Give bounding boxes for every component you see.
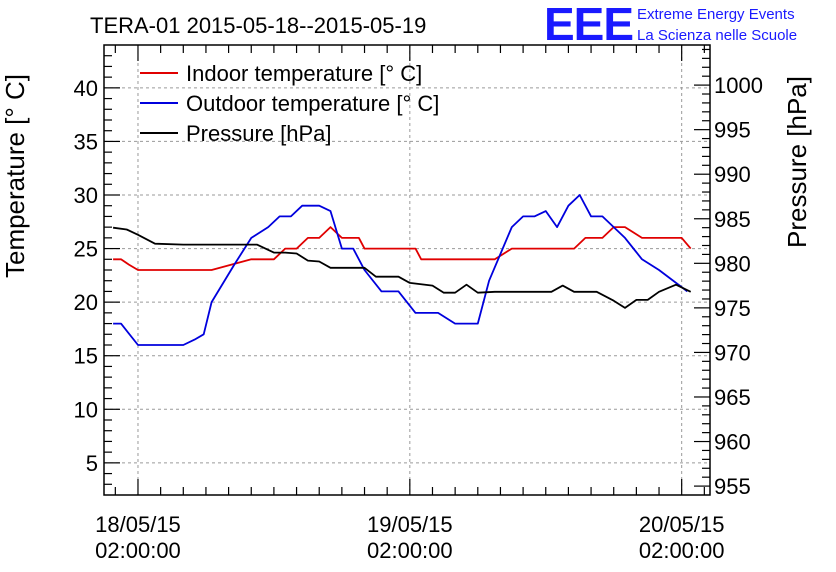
- x-tick-label-date: 20/05/15: [639, 512, 725, 537]
- outdoor-temperature-line: [113, 194, 688, 346]
- y2-tick-label: 1000: [714, 73, 763, 98]
- y-axis-title: Temperature [° C]: [0, 74, 30, 278]
- y2-tick-label: 965: [714, 385, 751, 410]
- brand-logo: EEE Extreme Energy Events La Scienza nel…: [544, 0, 797, 50]
- y2-tick-label: 995: [714, 118, 751, 143]
- legend: Indoor temperature [° C] Outdoor temperat…: [140, 61, 439, 146]
- y-tick-label: 10: [74, 397, 98, 422]
- y2-tick-label: 980: [714, 251, 751, 276]
- y2-tick-label: 990: [714, 162, 751, 187]
- y-tick-label: 20: [74, 290, 98, 315]
- brand-line-1: Extreme Energy Events: [637, 6, 795, 23]
- y2-tick-label: 985: [714, 207, 751, 232]
- y-tick-label: 5: [86, 451, 98, 476]
- x-tick-label-date: 18/05/15: [95, 512, 181, 537]
- legend-indoor-label: Indoor temperature [° C]: [186, 61, 422, 86]
- x-tick-label-time: 02:00:00: [95, 538, 181, 563]
- y2-tick-label: 955: [714, 474, 751, 499]
- x-tick-label-time: 02:00:00: [639, 538, 725, 563]
- y-tick-label: 40: [74, 76, 98, 101]
- series-lines: [112, 194, 692, 346]
- eee-logo: EEE: [544, 0, 633, 50]
- y-tick-label: 30: [74, 183, 98, 208]
- y2-tick-label: 975: [714, 296, 751, 321]
- y-tick-label: 15: [74, 344, 98, 369]
- brand-line-2: La Scienza nelle Scuole: [637, 27, 797, 44]
- y2-tick-label: 960: [714, 430, 751, 455]
- y-tick-label: 25: [74, 237, 98, 262]
- indoor-temperature-line: [113, 226, 692, 271]
- legend-outdoor-label: Outdoor temperature [° C]: [186, 91, 439, 116]
- x-tick-label-date: 19/05/15: [367, 512, 453, 537]
- y-tick-label: 35: [74, 129, 98, 154]
- x-tick-label-time: 02:00:00: [367, 538, 453, 563]
- legend-pressure-label: Pressure [hPa]: [186, 121, 332, 146]
- y2-axis-title: Pressure [hPa]: [782, 76, 812, 248]
- pressure-line: [112, 226, 692, 309]
- chart-title: TERA-01 2015-05-18--2015-05-19: [90, 13, 426, 38]
- axes: 5 10 15 20 25 30 35 40 955 960 965 970 975 980 985 990 9…: [74, 45, 763, 563]
- y2-tick-label: 970: [714, 340, 751, 365]
